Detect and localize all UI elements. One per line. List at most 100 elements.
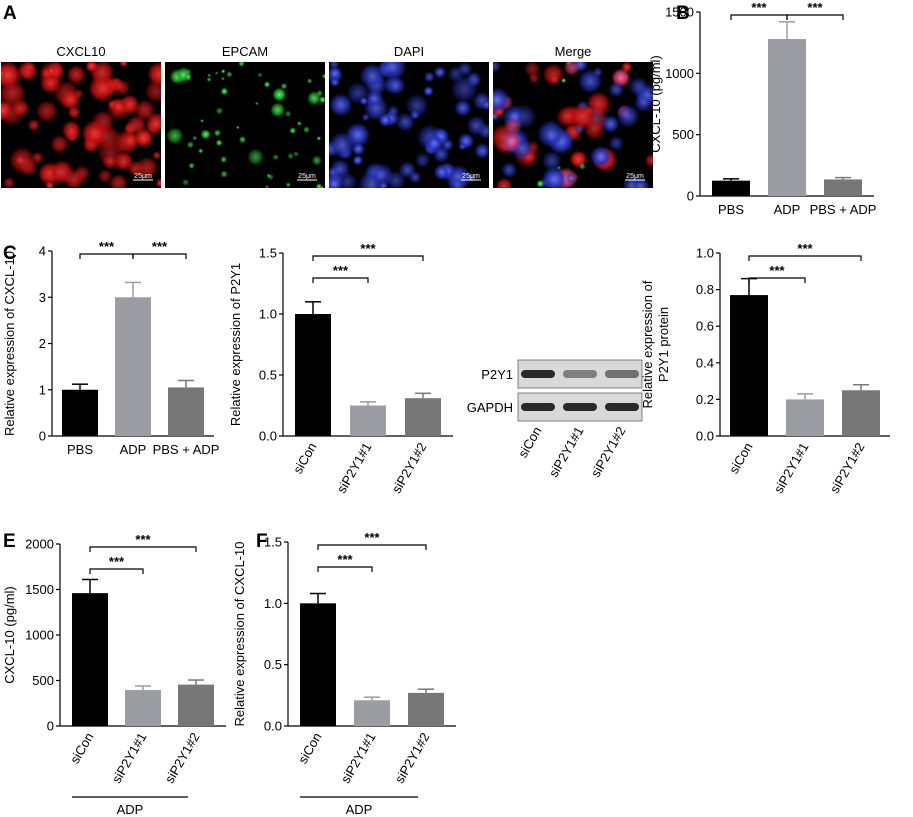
y-axis-label: CXCL-10 (pg/ml) bbox=[2, 586, 17, 684]
x-tick-label: siP2Y1#2 bbox=[827, 440, 868, 496]
x-tick-label: siP2Y1#1 bbox=[771, 440, 812, 496]
x-tick-label: siCon bbox=[295, 730, 325, 766]
x-tick-label: PBS + ADP bbox=[153, 442, 220, 457]
y-tick-label: 500 bbox=[672, 127, 694, 142]
x-tick-label: siP2Y1#1 bbox=[334, 440, 375, 496]
y-tick-label: 3 bbox=[39, 290, 46, 305]
significance-label: *** bbox=[769, 263, 785, 278]
bar-pbs-adp bbox=[824, 179, 862, 196]
significance-label: *** bbox=[152, 239, 168, 254]
bar-sicon bbox=[295, 314, 331, 436]
blot-band bbox=[521, 370, 555, 378]
chart-d2: 0.0 0.2 0.4 0.6 0.8 1.0 Relative expression of… bbox=[640, 241, 890, 496]
chart-b: B 0 500 1000 1500 CXCL-10 (pg/ml) PBS ADP PBS + … bbox=[648, 0, 876, 217]
x-tick-label: ADP bbox=[774, 202, 801, 217]
y-tick-label: 0.5 bbox=[259, 368, 277, 383]
significance-label: *** bbox=[751, 0, 767, 15]
significance-bracket bbox=[132, 253, 187, 259]
x-tick-label: siCon bbox=[726, 440, 756, 476]
micrograph-title: Merge bbox=[555, 44, 592, 59]
significance-bracket bbox=[748, 255, 862, 261]
significance-label: *** bbox=[337, 552, 353, 567]
blot-band bbox=[605, 370, 639, 378]
bar-sicon bbox=[72, 593, 108, 726]
bar-sip2y1-1 bbox=[354, 700, 390, 726]
x-tick-label: siCon bbox=[290, 440, 320, 476]
significance-label: *** bbox=[109, 554, 125, 569]
panel-letter: E bbox=[3, 531, 16, 552]
bar-adp bbox=[115, 297, 151, 436]
scale-bar-label: 25μm bbox=[298, 173, 316, 180]
significance-bracket bbox=[89, 568, 144, 574]
bar-adp bbox=[768, 38, 806, 197]
bar-pbs-adp bbox=[168, 387, 204, 436]
bar-sip2y1-2 bbox=[408, 692, 444, 726]
micrograph-cxcl10: CXCL10 25μm bbox=[1, 44, 161, 188]
chart-d1: 0.0 0.5 1.0 1.5 Relative expression of P2Y1 s… bbox=[228, 241, 453, 496]
y-tick-label: 0.0 bbox=[696, 429, 714, 444]
significance-bracket bbox=[748, 277, 806, 283]
blot-band-label: GAPDH bbox=[467, 400, 513, 415]
y-tick-label: 1.0 bbox=[259, 307, 277, 322]
blot-band bbox=[563, 403, 597, 411]
significance-label: *** bbox=[807, 0, 823, 15]
x-tick-label: PBS bbox=[67, 442, 93, 457]
y-tick-label: 2000 bbox=[25, 537, 54, 552]
y-axis-label: Relative expression of CXCL-10 bbox=[2, 251, 17, 436]
x-tick-label: ADP bbox=[120, 442, 147, 457]
significance-bracket bbox=[312, 277, 369, 283]
y-tick-label: 0 bbox=[39, 429, 46, 444]
significance-bracket bbox=[317, 566, 373, 572]
significance-bracket bbox=[317, 544, 427, 550]
bar-sip2y1-2 bbox=[178, 684, 214, 726]
micrograph-title: CXCL10 bbox=[56, 44, 105, 59]
y-axis-label: CXCL-10 (pg/ml) bbox=[648, 55, 663, 153]
y-tick-label: 1000 bbox=[665, 66, 694, 81]
y-axis-label: Relative expression ofP2Y1 protein bbox=[640, 280, 671, 408]
y-tick-label: 0 bbox=[687, 189, 694, 204]
y-tick-label: 4 bbox=[39, 244, 46, 259]
y-tick-label: 1.5 bbox=[264, 535, 282, 550]
x-tick-label: siP2Y1#1 bbox=[338, 730, 379, 786]
x-tick-label: siP2Y1#1 bbox=[109, 730, 150, 786]
y-tick-label: 0 bbox=[47, 719, 54, 734]
group-label: ADP bbox=[346, 802, 373, 817]
x-tick-label: siCon bbox=[67, 730, 97, 766]
y-tick-label: 1.0 bbox=[264, 596, 282, 611]
y-tick-label: 0.4 bbox=[696, 355, 714, 370]
bar-sicon bbox=[730, 295, 768, 436]
y-axis-label: Relative expression of CXCL-10 bbox=[232, 542, 247, 727]
bar-sip2y1-1 bbox=[786, 399, 824, 436]
micrograph-title: EPCAM bbox=[222, 44, 268, 59]
bar-pbs bbox=[62, 389, 98, 436]
significance-label: *** bbox=[333, 263, 349, 278]
y-tick-label: 0.5 bbox=[264, 657, 282, 672]
y-tick-label: 500 bbox=[32, 673, 54, 688]
bar-sicon bbox=[300, 603, 336, 726]
y-tick-label: 1 bbox=[39, 382, 46, 397]
bar-sip2y1-1 bbox=[125, 690, 161, 726]
x-tick-label: siP2Y1#2 bbox=[392, 730, 433, 786]
x-tick-label: PBS bbox=[718, 202, 744, 217]
blot-row-gapdh: GAPDH bbox=[467, 392, 643, 422]
micrograph-title: DAPI bbox=[394, 44, 424, 59]
x-tick-label: PBS + ADP bbox=[810, 202, 877, 217]
significance-label: *** bbox=[135, 532, 151, 547]
significance-label: *** bbox=[360, 241, 376, 256]
blot-band bbox=[521, 403, 555, 411]
bar-pbs bbox=[712, 180, 750, 196]
x-tick-label: siP2Y1#2 bbox=[162, 730, 203, 786]
chart-e: E 0 500 1000 1500 2000 CXCL-10 (pg/ml) siCon siP… bbox=[2, 531, 226, 817]
panel-a: A CXCL10 25μm EPCAM 25μm DAPI 25μm Merge 25μm bbox=[1, 3, 653, 188]
bar-sip2y1-1 bbox=[350, 405, 386, 436]
micrograph-epcam: EPCAM 25μm bbox=[165, 44, 325, 188]
blot-band bbox=[605, 403, 639, 411]
scale-bar-label: 25μm bbox=[462, 173, 480, 180]
blot-row-p2y1: P2Y1 bbox=[481, 359, 643, 389]
significance-label: *** bbox=[99, 239, 115, 254]
significance-bracket bbox=[79, 253, 134, 259]
significance-label: *** bbox=[797, 241, 813, 256]
